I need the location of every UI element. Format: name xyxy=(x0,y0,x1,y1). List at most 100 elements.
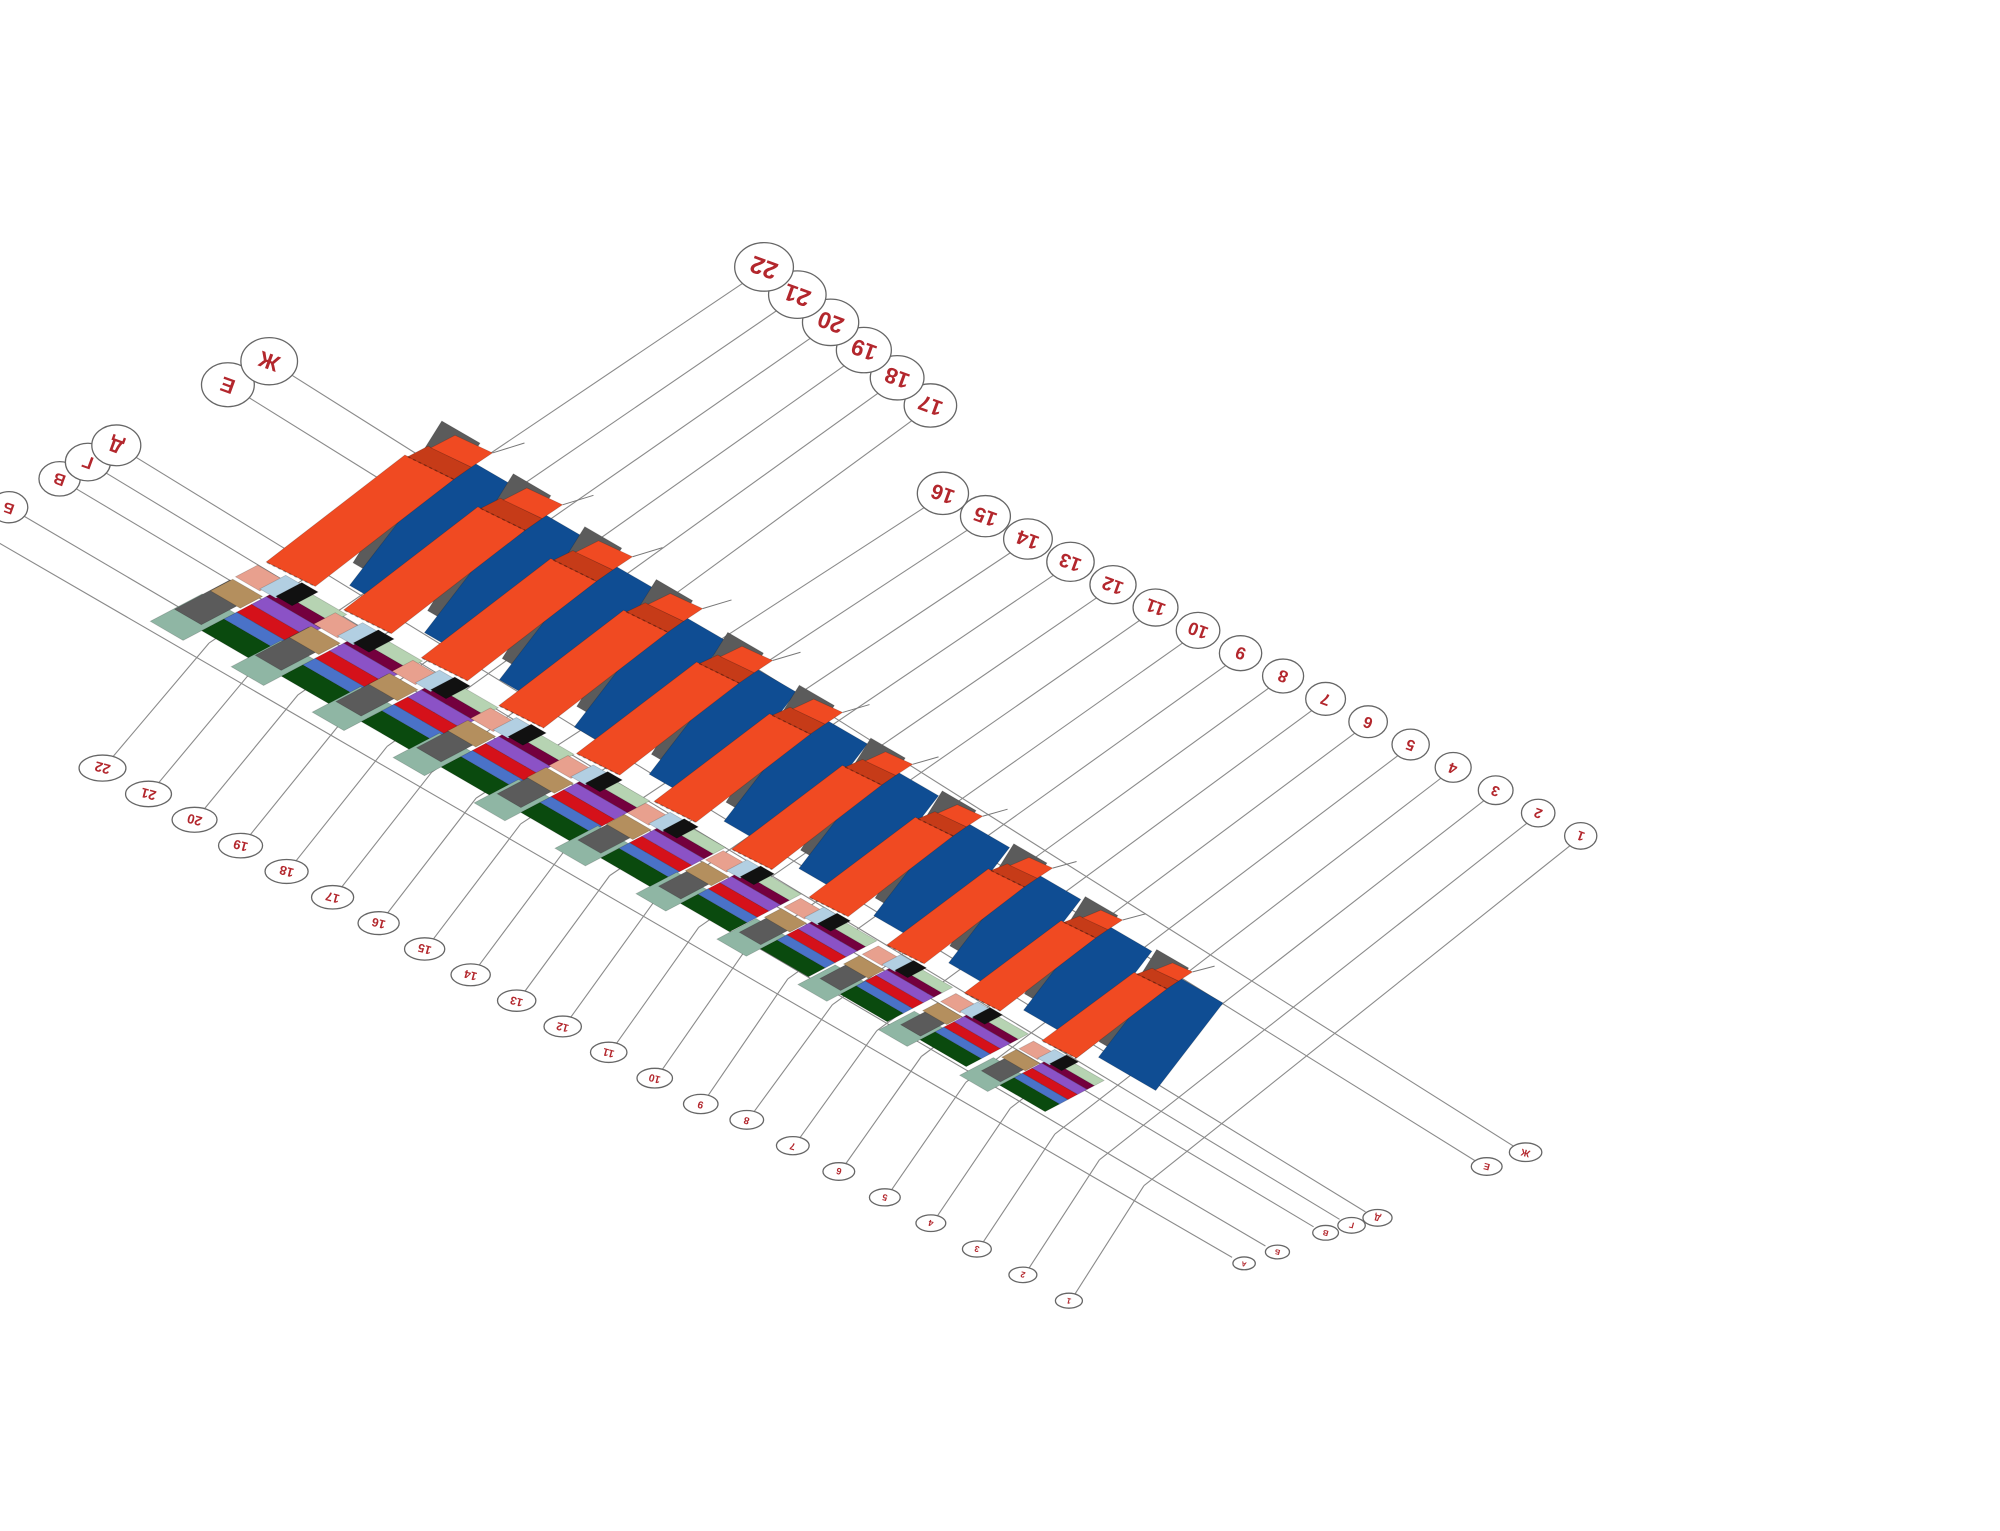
number-axis-line-lower xyxy=(337,771,433,893)
axis-bubble-top-16: 16 xyxy=(916,471,970,516)
axis-bubble-bottom-17: 17 xyxy=(310,884,355,910)
axis-bubble-top-4: 4 xyxy=(1434,751,1472,783)
black-band xyxy=(352,629,395,653)
axis-label-right: Д xyxy=(1372,1212,1381,1223)
panel-seam xyxy=(844,766,883,786)
number-axis-line xyxy=(1143,841,1576,1187)
axis-bubble-top-6: 6 xyxy=(1348,705,1389,739)
panel-seam xyxy=(407,456,455,480)
axis-bubble-bottom-8: 8 xyxy=(729,1109,765,1130)
axis-bubble-bottom-5: 5 xyxy=(868,1188,901,1207)
axis-label-bottom: 10 xyxy=(647,1071,662,1086)
axis-label-bottom: 4 xyxy=(927,1218,934,1229)
black-band xyxy=(1048,1054,1080,1072)
axis-label-bottom: 14 xyxy=(462,967,478,983)
panel-seam xyxy=(344,609,392,635)
number-axis-line-lower xyxy=(1027,1159,1100,1271)
axis-bubble-left-Е: Е xyxy=(200,362,255,408)
slab-edge xyxy=(632,547,663,558)
axis-bubble-bottom-10: 10 xyxy=(636,1067,674,1089)
axis-bubble-top-7: 7 xyxy=(1305,681,1347,716)
number-axis-line-lower xyxy=(107,642,210,764)
axis-labels: 1122334455667788991010111112121313141415… xyxy=(0,242,1598,1309)
roof-upper-strip xyxy=(574,540,634,571)
slab-edge xyxy=(562,494,594,506)
panel-seam xyxy=(732,849,773,871)
axis-bubble-top-18: 18 xyxy=(869,354,925,401)
number-axis-line xyxy=(297,327,825,696)
axis-bubble-bottom-3: 3 xyxy=(961,1240,992,1258)
axis-bubble-top-17: 17 xyxy=(903,383,958,428)
axis-label-bottom: 2 xyxy=(1019,1269,1026,1280)
axis-bubble-bottom-6: 6 xyxy=(822,1162,856,1181)
axis-bubble-bottom-16: 16 xyxy=(357,911,400,936)
panel-seam xyxy=(771,714,811,735)
axis-label-bottom: 12 xyxy=(555,1019,570,1034)
number-axis-line-lower xyxy=(521,875,611,996)
building-section xyxy=(877,896,1153,1068)
number-axis-line-lower xyxy=(843,1056,922,1167)
slab-edge xyxy=(912,756,939,765)
axis-label-bottom: 5 xyxy=(881,1192,888,1203)
building-section xyxy=(797,843,1082,1023)
building-section xyxy=(635,737,940,933)
axis-bubble-top-2: 2 xyxy=(1520,798,1556,828)
building-section xyxy=(958,948,1224,1113)
slab-edge xyxy=(1122,913,1146,921)
panel-seam xyxy=(965,992,1001,1012)
axis-bubble-top-11: 11 xyxy=(1132,588,1179,627)
number-axis-line-lower xyxy=(935,1107,1011,1219)
axis-label-bottom: 15 xyxy=(416,940,433,957)
black-band xyxy=(507,723,547,746)
panel-seam xyxy=(990,869,1025,888)
number-axis-line-lower xyxy=(797,1030,878,1141)
roof-upper-strip xyxy=(1009,856,1054,879)
slab-edge xyxy=(982,808,1008,817)
axis-bubble-bottom-2: 2 xyxy=(1008,1266,1038,1284)
slab-edge xyxy=(772,651,801,662)
number-axis-line xyxy=(787,658,1235,980)
axis-bubble-left-Ж: Ж xyxy=(240,336,299,386)
tan-band xyxy=(288,625,342,655)
panel-seam xyxy=(1042,1040,1077,1059)
black-band xyxy=(971,1007,1004,1025)
axis-bubble-right-Б: Б xyxy=(1264,1244,1291,1260)
roof-upper-strip xyxy=(502,487,564,519)
number-axis-line-lower xyxy=(199,694,299,816)
number-axis-line-lower xyxy=(889,1082,967,1193)
axis-bubble-bottom-20: 20 xyxy=(171,806,218,833)
axis-bubble-bottom-19: 19 xyxy=(217,832,264,859)
panel-seam xyxy=(266,562,316,588)
number-axis-line-lower xyxy=(981,1133,1056,1245)
tan-band xyxy=(605,813,652,840)
axis-label-bottom: 16 xyxy=(370,915,387,932)
number-axis-line xyxy=(698,613,1150,928)
axis-label-bottom: 1 xyxy=(1065,1296,1072,1306)
axis-label-right: Ж xyxy=(1520,1146,1533,1159)
building-section xyxy=(392,578,732,798)
panel-seam xyxy=(553,559,597,582)
tan-band xyxy=(209,578,264,609)
number-axis-line xyxy=(965,750,1405,1083)
number-axis-line xyxy=(876,704,1320,1032)
axis-label-bottom: 8 xyxy=(742,1114,751,1126)
axis-label-bottom: 13 xyxy=(509,993,524,1008)
axis-bubble-bottom-9: 9 xyxy=(682,1093,719,1115)
axis-label-bottom: 22 xyxy=(93,758,112,778)
axis-label-bottom: 7 xyxy=(789,1140,797,1152)
axis-bubble-right-Ж: Ж xyxy=(1508,1142,1543,1163)
axis-bubble-left-Б: Б xyxy=(0,490,29,524)
roof-upper-strip xyxy=(1081,909,1124,931)
panel-seam xyxy=(577,753,621,776)
black-band xyxy=(275,582,319,607)
roof-upper-strip xyxy=(430,434,494,468)
axis-bubble-top-9: 9 xyxy=(1218,635,1263,672)
axis-label-bottom: 18 xyxy=(278,862,296,880)
number-axis-line-lower xyxy=(245,720,343,841)
number-axis-line-lower xyxy=(383,797,477,919)
building-section xyxy=(473,631,801,843)
roof-upper-strip xyxy=(1153,962,1194,982)
axis-bubble-bottom-4: 4 xyxy=(915,1214,947,1233)
axis-label-right: Г xyxy=(1348,1220,1355,1231)
axis-bubble-bottom-12: 12 xyxy=(543,1015,583,1038)
